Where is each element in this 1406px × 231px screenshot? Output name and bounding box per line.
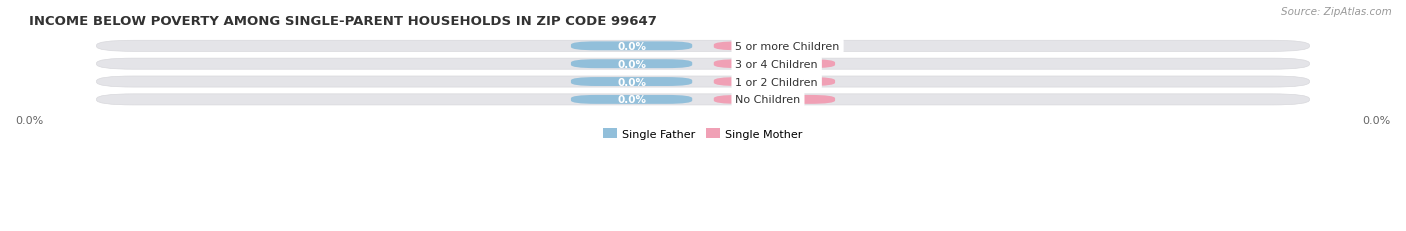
FancyBboxPatch shape <box>97 59 1309 70</box>
Text: 0.0%: 0.0% <box>759 59 789 69</box>
FancyBboxPatch shape <box>571 78 692 87</box>
FancyBboxPatch shape <box>97 77 1309 88</box>
Text: 1 or 2 Children: 1 or 2 Children <box>735 77 818 87</box>
Text: 3 or 4 Children: 3 or 4 Children <box>735 59 818 69</box>
Text: 0.0%: 0.0% <box>617 42 647 52</box>
FancyBboxPatch shape <box>714 42 835 51</box>
FancyBboxPatch shape <box>714 60 835 69</box>
Text: Source: ZipAtlas.com: Source: ZipAtlas.com <box>1281 7 1392 17</box>
Text: 0.0%: 0.0% <box>617 95 647 105</box>
FancyBboxPatch shape <box>97 41 1309 52</box>
FancyBboxPatch shape <box>97 94 1309 106</box>
Text: No Children: No Children <box>735 95 800 105</box>
FancyBboxPatch shape <box>571 60 692 69</box>
Legend: Single Father, Single Mother: Single Father, Single Mother <box>599 124 807 144</box>
Text: 0.0%: 0.0% <box>759 42 789 52</box>
Text: 0.0%: 0.0% <box>759 95 789 105</box>
Text: 0.0%: 0.0% <box>617 59 647 69</box>
Text: 5 or more Children: 5 or more Children <box>735 42 839 52</box>
FancyBboxPatch shape <box>571 42 692 51</box>
Text: 0.0%: 0.0% <box>759 77 789 87</box>
FancyBboxPatch shape <box>571 95 692 104</box>
Text: 0.0%: 0.0% <box>617 77 647 87</box>
Text: INCOME BELOW POVERTY AMONG SINGLE-PARENT HOUSEHOLDS IN ZIP CODE 99647: INCOME BELOW POVERTY AMONG SINGLE-PARENT… <box>30 15 657 28</box>
FancyBboxPatch shape <box>714 95 835 104</box>
FancyBboxPatch shape <box>714 78 835 87</box>
